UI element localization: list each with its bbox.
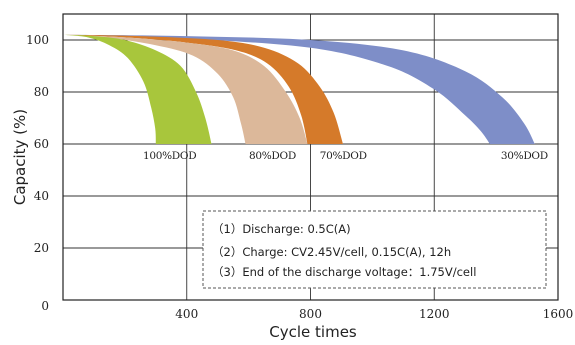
band-70pctdod bbox=[63, 34, 343, 144]
note-discharge: （1）Discharge: 0.5C(A) bbox=[212, 222, 351, 236]
y-tick-label: 80 bbox=[34, 85, 49, 99]
x-tick-label: 400 bbox=[175, 307, 198, 321]
series-label-80pctdod: 80%DOD bbox=[249, 150, 296, 162]
x-tick-label: 800 bbox=[299, 307, 322, 321]
x-tick-label: 1600 bbox=[543, 307, 574, 321]
note-charge: （2）Charge: CV2.45V/cell, 0.15C(A), 12h bbox=[212, 245, 451, 259]
band-100pctdod bbox=[63, 34, 212, 144]
plot-frame bbox=[62, 13, 559, 301]
y-tick-label: 20 bbox=[34, 241, 49, 255]
y-tick-label: 60 bbox=[34, 137, 49, 151]
band-80pctdod bbox=[63, 34, 308, 144]
band-30pctdod bbox=[63, 34, 535, 144]
notes-box: （1）Discharge: 0.5C(A) （2）Charge: CV2.45V… bbox=[202, 210, 547, 289]
series-label-100pctdod: 100%DOD bbox=[143, 150, 196, 162]
series-labels: 100%DOD 80%DOD 70%DOD 30%DOD bbox=[143, 150, 548, 162]
tick-labels: 400 800 1200 1600 0 20 40 60 80 100 bbox=[26, 33, 573, 321]
series-label-70pctdod: 70%DOD bbox=[320, 150, 367, 162]
y-tick-label: 100 bbox=[26, 33, 49, 47]
x-tick-label: 1200 bbox=[419, 307, 450, 321]
notes-border bbox=[202, 210, 547, 289]
series-label-30pctdod: 30%DOD bbox=[501, 150, 548, 162]
series-bands bbox=[63, 34, 535, 144]
y-axis-label: Capacity (%) bbox=[11, 109, 29, 205]
y-tick-label: 0 bbox=[41, 299, 49, 313]
y-tick-label: 40 bbox=[34, 189, 49, 203]
note-end-voltage: （3）End of the discharge voltage：1.75V/ce… bbox=[212, 265, 476, 279]
x-axis-label: Cycle times bbox=[269, 323, 357, 340]
